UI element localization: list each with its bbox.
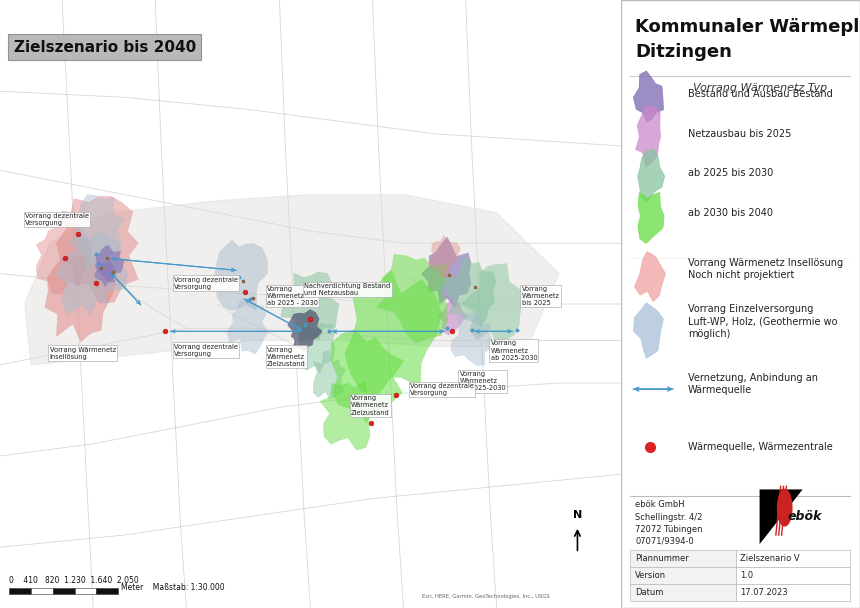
Polygon shape <box>462 264 524 344</box>
Polygon shape <box>36 211 92 294</box>
Text: Vorrang Wärmenetz Typ: Vorrang Wärmenetz Typ <box>692 83 827 93</box>
Text: N: N <box>573 510 582 520</box>
Bar <box>52 588 75 594</box>
Text: Meter    Maßstab: 1:30.000: Meter Maßstab: 1:30.000 <box>121 583 224 592</box>
Polygon shape <box>56 226 127 316</box>
Bar <box>630 584 735 601</box>
Polygon shape <box>45 256 117 342</box>
Text: Vorrang Einzelversorgung
Luft-WP, Holz, (Geothermie wo
möglich): Vorrang Einzelversorgung Luft-WP, Holz, … <box>688 304 838 339</box>
Bar <box>9 588 31 594</box>
Text: Vorrang dezentrale
Versorgung: Vorrang dezentrale Versorgung <box>410 383 474 396</box>
Text: Vorrang Wärmenetz Insellösung
Noch nicht projektiert: Vorrang Wärmenetz Insellösung Noch nicht… <box>688 258 843 280</box>
Text: ab 2025 bis 2030: ab 2025 bis 2030 <box>688 168 773 178</box>
Text: 17.07.2023: 17.07.2023 <box>740 589 788 597</box>
Text: Version: Version <box>636 572 666 580</box>
Text: Esri, HERE, Garmin, GeoTechnologies, Inc., USGS: Esri, HERE, Garmin, GeoTechnologies, Inc… <box>422 594 550 599</box>
Text: Plannummer: Plannummer <box>636 554 689 563</box>
Polygon shape <box>25 195 559 365</box>
Text: Vorrang
Wärmenetz
Zielzustand: Vorrang Wärmenetz Zielzustand <box>351 395 390 416</box>
Polygon shape <box>56 196 138 303</box>
Polygon shape <box>70 195 125 269</box>
Polygon shape <box>633 71 663 122</box>
Text: Vorrang dezentrale
Versorgung: Vorrang dezentrale Versorgung <box>174 344 238 357</box>
Polygon shape <box>377 254 448 343</box>
Polygon shape <box>95 246 124 281</box>
Polygon shape <box>281 272 339 341</box>
Text: Vorrang
Wärmenetz
ab 2025-2030: Vorrang Wärmenetz ab 2025-2030 <box>459 371 507 392</box>
Text: ebök GmbH
Schellingstr. 4/2
72072 Tübingen
07071/9394-0
mail@eboek.de: ebök GmbH Schellingstr. 4/2 72072 Tübing… <box>636 500 703 558</box>
Text: Kommunaler Wärmeplan: Kommunaler Wärmeplan <box>636 18 860 36</box>
Text: Zielszenario bis 2040: Zielszenario bis 2040 <box>14 40 196 55</box>
Text: Vorrang dezentrale
Versorgung: Vorrang dezentrale Versorgung <box>25 213 89 226</box>
Polygon shape <box>287 309 322 351</box>
Bar <box>735 584 851 601</box>
Polygon shape <box>215 240 267 311</box>
Polygon shape <box>451 313 492 366</box>
Text: Vorrang dezentrale
Versorgung: Vorrang dezentrale Versorgung <box>174 277 238 290</box>
Circle shape <box>777 489 792 526</box>
Polygon shape <box>345 271 442 398</box>
Polygon shape <box>331 330 403 423</box>
Text: Vorrang Wärmenetz
Insellösung: Vorrang Wärmenetz Insellösung <box>50 347 116 360</box>
Polygon shape <box>320 381 372 450</box>
Text: Zielszenario V: Zielszenario V <box>740 554 800 563</box>
Polygon shape <box>428 235 460 278</box>
Polygon shape <box>635 252 666 302</box>
Text: 1.0: 1.0 <box>740 572 753 580</box>
Text: Datum: Datum <box>636 589 664 597</box>
Polygon shape <box>638 192 664 243</box>
Text: 0    410   820  1.230  1.640  2.050: 0 410 820 1.230 1.640 2.050 <box>9 576 139 585</box>
Text: Ditzingen: Ditzingen <box>636 43 732 61</box>
Polygon shape <box>95 260 116 287</box>
Polygon shape <box>442 257 496 327</box>
Bar <box>735 550 851 567</box>
Polygon shape <box>298 322 335 373</box>
Text: Vorrang
Wärmenetz
Zielzustand: Vorrang Wärmenetz Zielzustand <box>267 347 306 367</box>
Bar <box>630 567 735 584</box>
Polygon shape <box>636 106 660 167</box>
Polygon shape <box>759 489 802 544</box>
Text: ebök: ebök <box>787 510 821 523</box>
Polygon shape <box>637 148 665 202</box>
Text: Netzausbau bis 2025: Netzausbau bis 2025 <box>688 129 791 139</box>
Polygon shape <box>313 351 346 398</box>
Text: ab 2030 bis 2040: ab 2030 bis 2040 <box>688 208 773 218</box>
Polygon shape <box>227 297 268 354</box>
Text: Vorrang
Wärmenetz
ab 2025 - 2030: Vorrang Wärmenetz ab 2025 - 2030 <box>267 286 318 306</box>
Bar <box>31 588 52 594</box>
Text: Bestand und Ausbau Bestand: Bestand und Ausbau Bestand <box>688 89 832 99</box>
Bar <box>75 588 96 594</box>
Text: Wärmequelle, Wärmezentrale: Wärmequelle, Wärmezentrale <box>688 442 832 452</box>
Text: Nachverdichtung Bestand
und Netzausbau: Nachverdichtung Bestand und Netzausbau <box>304 283 390 296</box>
Text: Vorrang
Wärmenetz
bis 2025: Vorrang Wärmenetz bis 2025 <box>521 286 560 306</box>
Text: Vorrang
Wärmenetz
ab 2025-2030: Vorrang Wärmenetz ab 2025-2030 <box>490 340 538 361</box>
Polygon shape <box>421 237 471 308</box>
Text: Vernetzung, Anbindung an
Wärmequelle: Vernetzung, Anbindung an Wärmequelle <box>688 373 818 395</box>
Bar <box>96 588 118 594</box>
Bar <box>735 567 851 584</box>
Bar <box>630 550 735 567</box>
Polygon shape <box>634 303 663 359</box>
Polygon shape <box>438 299 468 335</box>
